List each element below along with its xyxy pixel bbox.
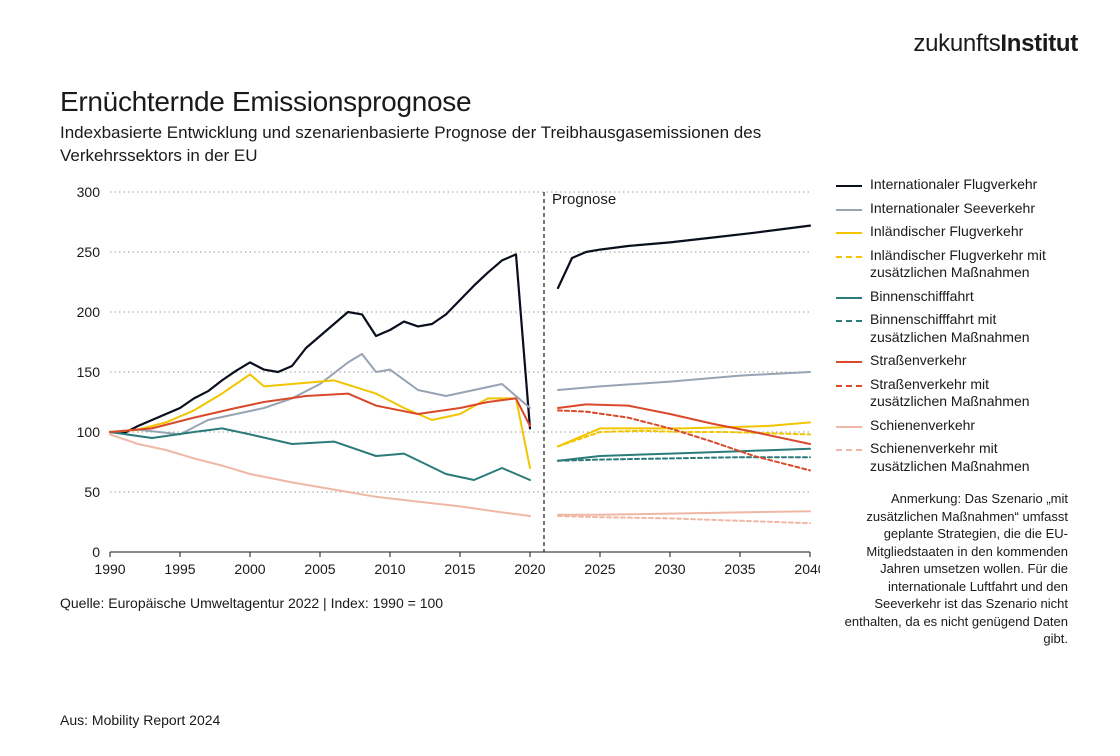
legend-swatch: [836, 320, 862, 322]
legend-swatch: [836, 361, 862, 363]
chart-subtitle: Indexbasierte Entwicklung und szenarienb…: [60, 122, 800, 168]
svg-text:50: 50: [84, 484, 100, 500]
legend-label: Binnenschifffahrt: [870, 288, 974, 306]
legend-swatch: [836, 185, 862, 187]
svg-text:Prognose: Prognose: [552, 191, 616, 208]
legend-swatch: [836, 426, 862, 428]
legend-item: Straßenverkehr: [836, 352, 1068, 370]
legend-label: Internationaler Flugverkehr: [870, 176, 1037, 194]
logo-bold: Institut: [1000, 30, 1078, 57]
svg-text:2025: 2025: [584, 561, 615, 577]
svg-text:1990: 1990: [94, 561, 125, 577]
svg-text:1995: 1995: [164, 561, 195, 577]
svg-text:2010: 2010: [374, 561, 405, 577]
svg-text:0: 0: [92, 544, 100, 560]
legend-swatch: [836, 232, 862, 234]
legend-item: Binnenschifffahrt: [836, 288, 1068, 306]
svg-text:200: 200: [77, 304, 101, 320]
brand-logo: zukunftsInstitut: [913, 30, 1078, 58]
page-root: zukunftsInstitut Ernüchternde Emissionsp…: [0, 0, 1120, 756]
svg-text:2030: 2030: [654, 561, 685, 577]
svg-text:2005: 2005: [304, 561, 335, 577]
legend-item: Inländischer Flugverkehr mit zusätzliche…: [836, 247, 1068, 282]
legend-label: Inländischer Flugverkehr: [870, 223, 1023, 241]
legend-swatch: [836, 256, 862, 258]
legend-item: Schienenverkehr mit zusätzlichen Maßnahm…: [836, 440, 1068, 475]
svg-text:300: 300: [77, 184, 101, 200]
legend-label: Binnenschifffahrt mit zusätzlichen Maßna…: [870, 311, 1068, 346]
legend-label: Internationaler Seeverkehr: [870, 200, 1035, 218]
legend-label: Straßenverkehr mit zusätzlichen Maßnahme…: [870, 376, 1068, 411]
legend-label: Schienenverkehr: [870, 417, 975, 435]
legend-swatch: [836, 297, 862, 299]
svg-text:2015: 2015: [444, 561, 475, 577]
legend-swatch: [836, 385, 862, 387]
logo-thin: zukunfts: [913, 30, 1000, 57]
legend-swatch: [836, 449, 862, 451]
legend-item: Schienenverkehr: [836, 417, 1068, 435]
svg-text:2000: 2000: [234, 561, 265, 577]
legend-item: Straßenverkehr mit zusätzlichen Maßnahme…: [836, 376, 1068, 411]
svg-text:250: 250: [77, 244, 101, 260]
chart-legend: Internationaler Flugverkehr International…: [836, 176, 1068, 481]
legend-label: Inländischer Flugverkehr mit zusätzliche…: [870, 247, 1068, 282]
chart-note: Anmerkung: Das Szenario „mit zusätzliche…: [836, 490, 1068, 648]
legend-item: Binnenschifffahrt mit zusätzlichen Maßna…: [836, 311, 1068, 346]
line-chart: 0 50 100 150 200 250 300 1990 1995 2000 2005 2010 20…: [60, 182, 820, 582]
chart-title: Ernüchternde Emissionsprognose: [60, 86, 1080, 118]
legend-item: Internationaler Flugverkehr: [836, 176, 1068, 194]
svg-text:2035: 2035: [724, 561, 755, 577]
legend-label: Schienenverkehr mit zusätzlichen Maßnahm…: [870, 440, 1068, 475]
svg-text:100: 100: [77, 424, 101, 440]
svg-text:2040: 2040: [794, 561, 820, 577]
legend-label: Straßenverkehr: [870, 352, 966, 370]
svg-text:2020: 2020: [514, 561, 545, 577]
legend-item: Internationaler Seeverkehr: [836, 200, 1068, 218]
legend-swatch: [836, 209, 862, 211]
svg-text:150: 150: [77, 364, 101, 380]
page-footer: Aus: Mobility Report 2024: [60, 712, 220, 728]
legend-item: Inländischer Flugverkehr: [836, 223, 1068, 241]
